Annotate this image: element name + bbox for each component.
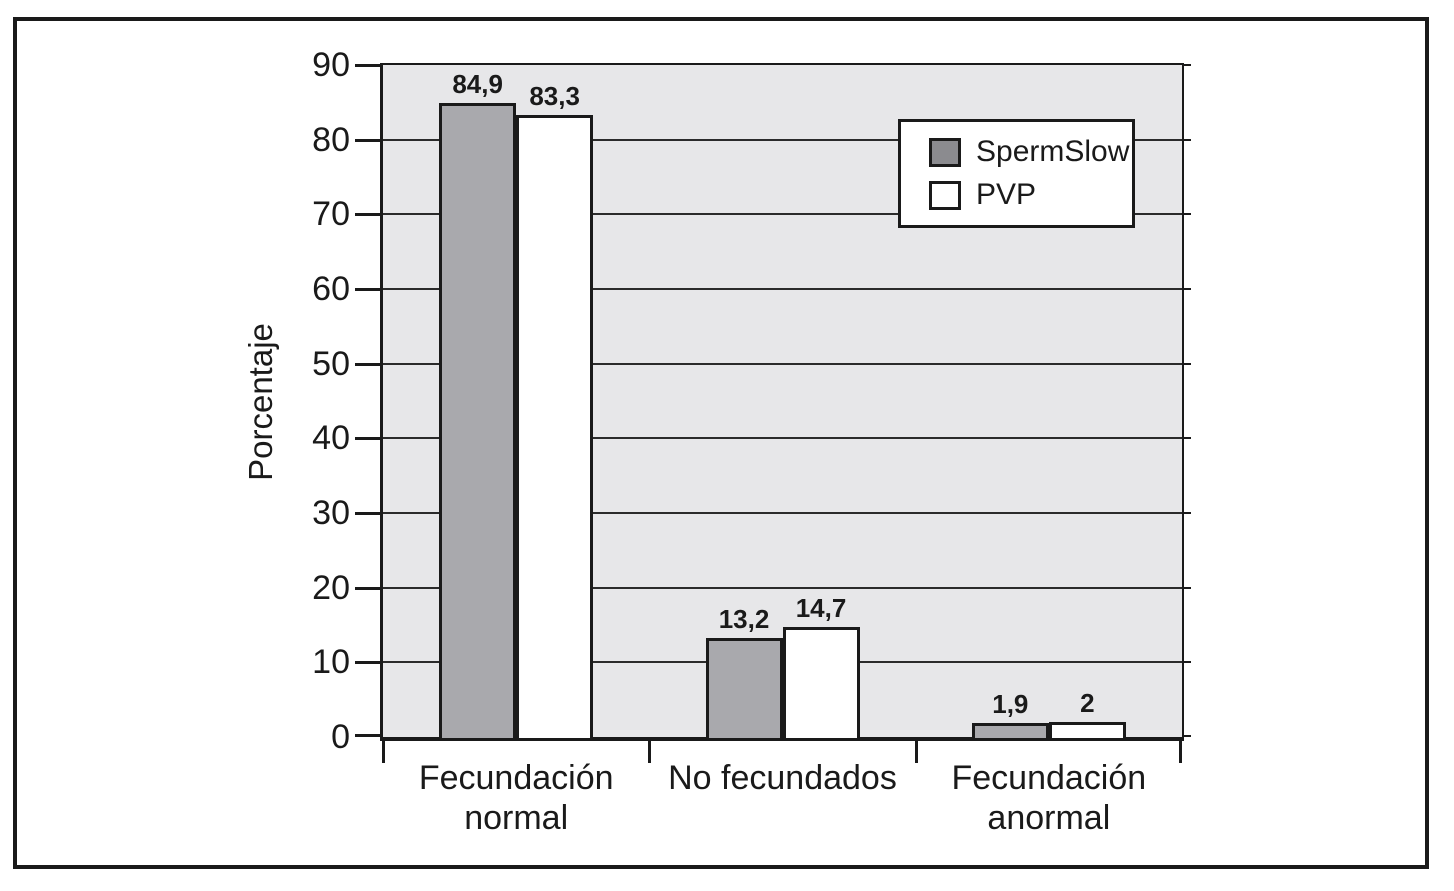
y-tick-mark bbox=[355, 64, 380, 67]
bar-pvp bbox=[516, 115, 594, 741]
bar-value-label: 13,2 bbox=[718, 604, 770, 635]
y-tick-label: 60 bbox=[312, 270, 350, 308]
y-tick-mark-right bbox=[1184, 437, 1191, 440]
bar-spermslow bbox=[439, 103, 517, 741]
bar-value-label: 1,9 bbox=[992, 688, 1029, 719]
y-tick-mark bbox=[355, 362, 380, 366]
legend-swatch-pvp bbox=[929, 180, 961, 210]
y-tick-label: 90 bbox=[312, 46, 350, 84]
y-tick-mark bbox=[355, 213, 380, 217]
y-tick-mark-right bbox=[1184, 735, 1191, 737]
y-tick-mark-right bbox=[1184, 213, 1191, 216]
x-category-label-line: No fecundados bbox=[668, 759, 897, 797]
x-category-label-line: anormal bbox=[987, 799, 1111, 837]
bar-value-label: 14,7 bbox=[795, 593, 847, 624]
y-tick-mark-right bbox=[1184, 512, 1191, 514]
bar-spermslow bbox=[705, 638, 783, 741]
y-tick-label: 80 bbox=[312, 120, 350, 159]
bar-value-label: 2 bbox=[1080, 688, 1095, 719]
y-tick-mark bbox=[355, 512, 380, 515]
gridline bbox=[383, 362, 1182, 365]
y-tick-mark-right bbox=[1184, 288, 1191, 290]
legend-label-pvp: PVP bbox=[976, 178, 1037, 211]
gridline bbox=[383, 138, 1182, 141]
y-tick-mark bbox=[355, 138, 380, 142]
x-category-label-line: Fecundación bbox=[418, 759, 614, 797]
gridline bbox=[383, 213, 1182, 216]
y-tick-mark bbox=[355, 734, 380, 737]
y-tick-label: 0 bbox=[331, 718, 350, 756]
y-tick-mark bbox=[355, 586, 380, 590]
bar-value-label: 84,9 bbox=[452, 69, 503, 100]
y-tick-label: 10 bbox=[312, 643, 350, 682]
gridline bbox=[383, 586, 1182, 589]
bar-value-label: 83,3 bbox=[529, 81, 580, 112]
y-tick-mark bbox=[355, 288, 380, 291]
y-tick-mark-right bbox=[1184, 64, 1191, 66]
bar-spermslow bbox=[971, 722, 1049, 741]
x-boundary-tick bbox=[382, 741, 385, 763]
y-tick-label: 40 bbox=[312, 419, 350, 458]
y-tick-label: 20 bbox=[312, 568, 350, 607]
x-boundary-tick bbox=[915, 741, 918, 763]
y-tick-mark-right bbox=[1184, 586, 1191, 589]
y-tick-mark-right bbox=[1184, 661, 1191, 664]
y-tick-mark bbox=[355, 437, 380, 441]
plot-area: 84,9 83,3 Fecundación normal 13,2 14,7 No fecu… bbox=[355, 63, 1191, 837]
legend-item-spermslow: SpermSlow bbox=[929, 137, 1132, 167]
legend-label-spermslow: SpermSlow bbox=[976, 135, 1130, 168]
x-category-label-line: normal bbox=[464, 799, 569, 837]
y-tick-label: 30 bbox=[312, 494, 350, 532]
gridline bbox=[383, 288, 1182, 290]
y-tick-label: 50 bbox=[312, 344, 350, 383]
bar-pvp bbox=[782, 627, 860, 741]
bar-pvp bbox=[1048, 722, 1126, 741]
gridline bbox=[383, 512, 1182, 514]
y-tick-mark-right bbox=[1184, 362, 1191, 365]
legend: SpermSlow PVP bbox=[898, 119, 1135, 228]
x-category-label: Fecundación normal bbox=[316, 758, 716, 838]
x-category-label-line: Fecundación bbox=[951, 759, 1147, 797]
y-tick-mark bbox=[355, 661, 380, 665]
x-boundary-tick bbox=[648, 741, 651, 763]
legend-swatch-spermslow bbox=[929, 137, 961, 167]
legend-item-pvp: PVP bbox=[929, 180, 1132, 210]
x-category-label: No fecundados bbox=[583, 758, 983, 798]
x-category-label: Fecundación anormal bbox=[849, 758, 1249, 838]
gridline bbox=[383, 437, 1182, 440]
x-boundary-tick bbox=[1179, 741, 1182, 763]
y-tick-label: 70 bbox=[312, 195, 350, 234]
y-tick-mark-right bbox=[1184, 138, 1191, 141]
figure-frame bbox=[13, 17, 1429, 869]
